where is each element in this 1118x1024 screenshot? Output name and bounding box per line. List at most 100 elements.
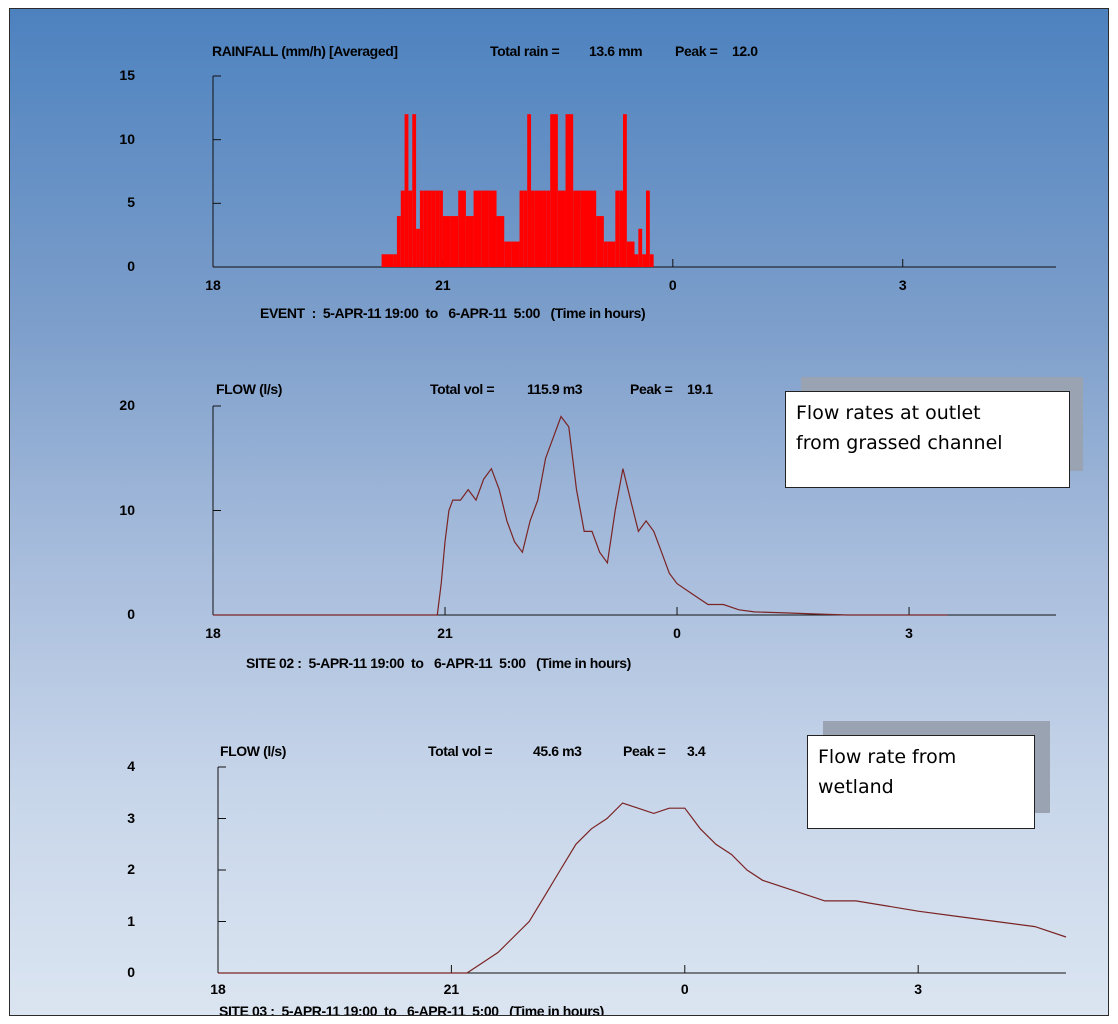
rain-bar <box>423 190 428 267</box>
y-tick-label: 3 <box>127 809 135 826</box>
rain-bar <box>412 114 417 267</box>
site03-event-text: SITE 03 : 5-APR-11 19:00 to 6-APR-11 5:0… <box>219 1003 604 1016</box>
site02-flow-chart <box>212 405 1056 616</box>
x-tick-label: 3 <box>898 277 907 293</box>
rain-bar <box>381 254 394 267</box>
y-tick-label: 0 <box>127 258 135 274</box>
rain-bar <box>458 190 466 267</box>
rain-bar <box>557 190 566 267</box>
rain-bar <box>642 254 646 267</box>
flow-series-line <box>218 802 1067 974</box>
rain-bar <box>626 241 635 267</box>
rain-bar <box>481 190 489 267</box>
rain-bar <box>400 190 405 267</box>
rain-bar <box>439 190 443 267</box>
rain-bar <box>645 190 650 267</box>
note-line: Flow rates at outlet <box>796 402 981 424</box>
flow-series-line <box>213 415 948 616</box>
site02-event-text: SITE 02 : 5-APR-11 19:00 to 6-APR-11 5:0… <box>246 655 631 671</box>
y-tick-label: 2 <box>127 861 135 877</box>
rain-bar <box>435 190 440 267</box>
x-tick-label: 0 <box>680 981 689 997</box>
note-wetland: Flow rate from wetland <box>807 735 1035 829</box>
rain-bar <box>623 114 627 267</box>
rain-bar <box>634 254 639 267</box>
rain-bar <box>488 190 497 267</box>
rain-bar <box>611 241 616 267</box>
rain-bar <box>603 241 608 267</box>
rain-bar <box>450 216 459 267</box>
rain-bar <box>511 241 520 267</box>
y-tick-label: 0 <box>127 606 135 622</box>
y-tick-label: 10 <box>119 130 135 147</box>
rain-bar <box>638 228 643 267</box>
rain-bar <box>473 190 482 267</box>
rain-bar <box>546 190 551 267</box>
note-line: from grassed channel <box>796 432 1003 454</box>
site02-peak-label: Peak = <box>630 381 673 397</box>
rain-bar <box>442 216 451 267</box>
rain-bar <box>573 190 581 267</box>
y-tick-label: 15 <box>119 67 135 83</box>
rain-bar <box>427 190 432 267</box>
rain-bar <box>607 241 612 267</box>
rain-bar <box>416 228 420 267</box>
rainfall-title: RAINFALL (mm/h) [Averaged] <box>212 43 398 59</box>
x-tick-label: 21 <box>443 981 460 997</box>
site03-peak-value: 3.4 <box>687 743 706 759</box>
x-tick-label: 3 <box>914 981 923 997</box>
rainfall-peak-value: 12.0 <box>732 43 758 59</box>
rain-bar <box>531 190 535 267</box>
rain-bar <box>615 190 620 267</box>
x-tick-label: 18 <box>210 981 226 997</box>
rain-bar <box>504 241 512 267</box>
rain-bar <box>404 114 409 267</box>
site03-total-label: Total vol = <box>428 743 493 759</box>
site03-total-value: 45.6 m3 <box>533 743 582 759</box>
site03-flow-chart <box>217 766 1067 974</box>
site02-peak-value: 19.1 <box>687 381 713 397</box>
site02-total-value: 115.9 m3 <box>527 381 583 397</box>
rainfall-event-text: EVENT : 5-APR-11 19:00 to 6-APR-11 5:00 … <box>260 305 646 321</box>
rain-bar <box>496 216 505 267</box>
rain-bar <box>565 114 574 267</box>
site02-total-label: Total vol = <box>430 381 495 397</box>
x-tick-label: 18 <box>205 277 221 293</box>
rain-bar <box>396 216 401 267</box>
rain-bar <box>649 254 654 267</box>
rain-bar <box>542 190 547 267</box>
rain-bar <box>419 190 424 267</box>
rain-bar <box>465 216 474 267</box>
rain-bar <box>523 190 528 267</box>
chart-frame: RAINFALL (mm/h) [Averaged] Total rain = … <box>9 8 1109 1016</box>
rain-bar <box>527 114 532 267</box>
rainfall-peak-label: Peak = <box>675 43 718 59</box>
x-tick-label: 21 <box>435 277 451 293</box>
site03-flow-panel: FLOW (l/s) Total vol = 45.6 m3 Peak = 3.… <box>10 9 1108 1015</box>
y-tick-label: 5 <box>127 194 135 211</box>
y-tick-label: 10 <box>119 501 135 518</box>
rain-bar <box>580 190 589 267</box>
x-tick-label: 0 <box>673 625 681 641</box>
note-grassed-channel: Flow rates at outlet from grassed channe… <box>785 391 1070 488</box>
site02-title: FLOW (l/s) <box>216 381 282 397</box>
rain-bar <box>534 190 543 267</box>
x-tick-label: 21 <box>437 625 453 641</box>
site02-flow-panel: FLOW (l/s) Total vol = 115.9 m3 Peak = 1… <box>10 9 1108 689</box>
y-tick-label: 4 <box>127 758 135 774</box>
rain-bar <box>550 114 558 267</box>
rainfall-total-value: 13.6 mm <box>589 43 643 59</box>
rain-bar <box>619 190 624 267</box>
rain-bar <box>519 190 524 267</box>
y-tick-label: 1 <box>127 912 135 929</box>
note-line: Flow rate from <box>818 746 957 768</box>
y-tick-label: 20 <box>119 397 135 413</box>
site03-title: FLOW (l/s) <box>220 743 286 759</box>
rainfall-chart <box>212 75 1056 268</box>
rain-bar <box>393 254 397 267</box>
rain-bar <box>431 190 436 267</box>
rainfall-panel: RAINFALL (mm/h) [Averaged] Total rain = … <box>10 9 1108 329</box>
x-tick-label: 18 <box>205 625 221 641</box>
rain-bar <box>596 216 604 267</box>
x-tick-label: 0 <box>668 277 677 293</box>
